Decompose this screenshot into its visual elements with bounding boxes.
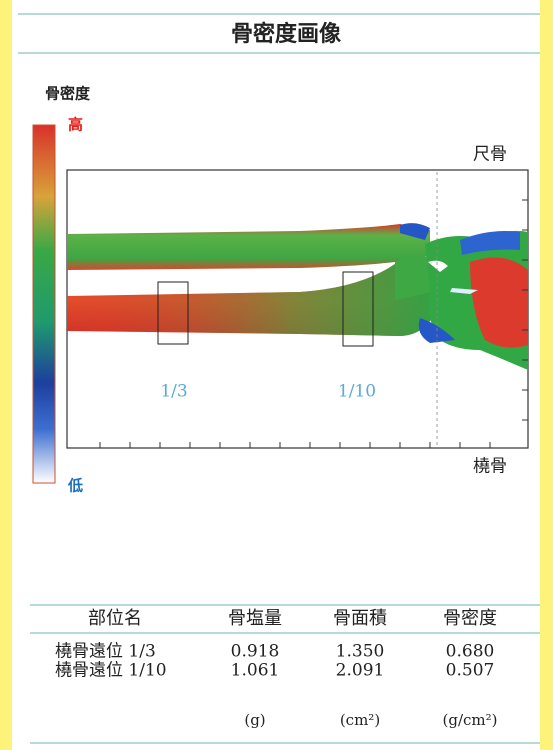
table-cell: 橈骨遠位 1/3 (55, 642, 156, 662)
legend-low: 低 (67, 477, 83, 495)
roi-label: 1/3 (160, 382, 187, 402)
table-cell: 0.918 (231, 642, 280, 662)
unit: (cm²) (340, 711, 380, 729)
color-scale (32, 124, 56, 484)
radius-label: 橈骨 (473, 457, 507, 477)
bone-image (66, 169, 529, 449)
column-header: 骨面積 (333, 608, 387, 629)
legend-title: 骨密度 (45, 85, 91, 103)
ulna-label: 尺骨 (473, 145, 507, 165)
table-cell: 0.507 (446, 661, 495, 681)
table-cell: 1.061 (231, 661, 280, 681)
roi-label: 1/10 (338, 382, 376, 402)
title: 骨密度画像 (231, 21, 342, 47)
column-header: 骨密度 (443, 608, 497, 629)
table-cell: 2.091 (336, 661, 385, 681)
column-header: 部位名 (88, 608, 142, 629)
unit: (g/cm²) (443, 711, 498, 729)
legend-high: 高 (68, 116, 83, 134)
unit: (g) (244, 711, 265, 729)
table-cell: 橈骨遠位 1/10 (55, 661, 167, 681)
column-header: 骨塩量 (228, 608, 282, 629)
table-cell: 0.680 (446, 642, 495, 662)
table-cell: 1.350 (336, 642, 385, 662)
